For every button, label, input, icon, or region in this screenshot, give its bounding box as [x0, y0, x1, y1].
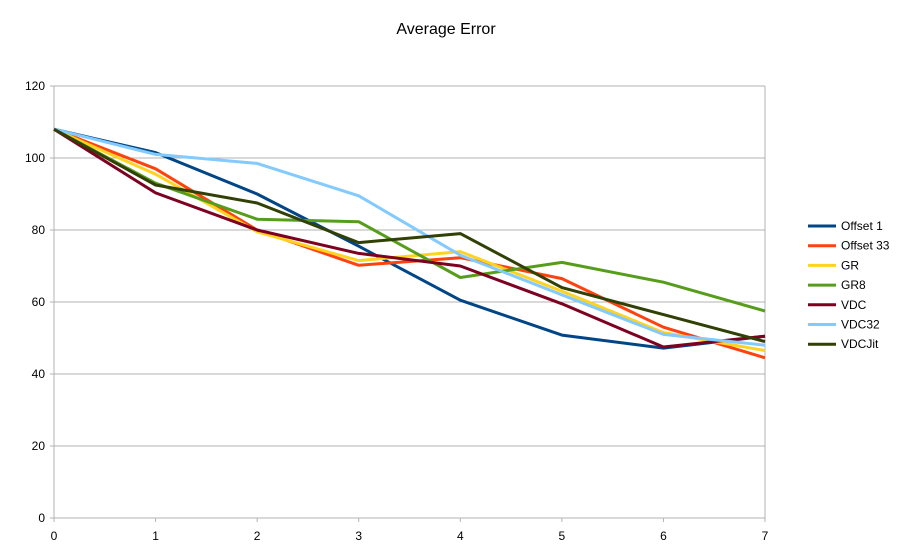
- series-line-gr: [53, 127, 766, 353]
- legend-label: VDCJit: [841, 337, 879, 351]
- gridlines: [54, 85, 765, 519]
- legend: Offset 1 Offset 33 GR GR8 VDC VDC32 VDCJit: [808, 219, 890, 351]
- x-tick-label: 4: [457, 529, 464, 543]
- y-tick-label: 120: [25, 79, 45, 93]
- legend-label: GR8: [841, 278, 866, 292]
- y-tick-label: 80: [32, 223, 46, 237]
- chart-title: Average Error: [396, 21, 496, 38]
- y-tick-label: 20: [32, 439, 46, 453]
- y-tick-label: 0: [38, 511, 45, 525]
- series-lines: [53, 127, 766, 360]
- legend-label: Offset 33: [841, 239, 890, 253]
- x-tick-label: 7: [762, 529, 769, 543]
- x-tick-label: 5: [559, 529, 566, 543]
- axes: 0 20 40 60 80 100 120 0 1 2 3 4 5 6 7: [25, 79, 769, 543]
- series-line-offset-1: [53, 127, 766, 350]
- legend-label: Offset 1: [841, 219, 883, 233]
- x-tick-label: 0: [51, 529, 58, 543]
- y-tick-label: 40: [32, 367, 46, 381]
- series-line-vdcjit: [53, 127, 766, 344]
- legend-label: VDC: [841, 298, 867, 312]
- series-line-offset-33: [53, 127, 766, 360]
- legend-label: VDC32: [841, 318, 880, 332]
- series-line-vdc: [53, 127, 766, 349]
- x-tick-label: 3: [355, 529, 362, 543]
- y-tick-label: 60: [32, 295, 46, 309]
- series-line-vdc32: [53, 127, 766, 347]
- x-tick-label: 2: [254, 529, 261, 543]
- legend-label: GR: [841, 258, 859, 272]
- x-tick-label: 6: [660, 529, 667, 543]
- x-tick-label: 1: [152, 529, 159, 543]
- y-tick-label: 100: [25, 151, 45, 165]
- series-line-gr8: [53, 127, 766, 313]
